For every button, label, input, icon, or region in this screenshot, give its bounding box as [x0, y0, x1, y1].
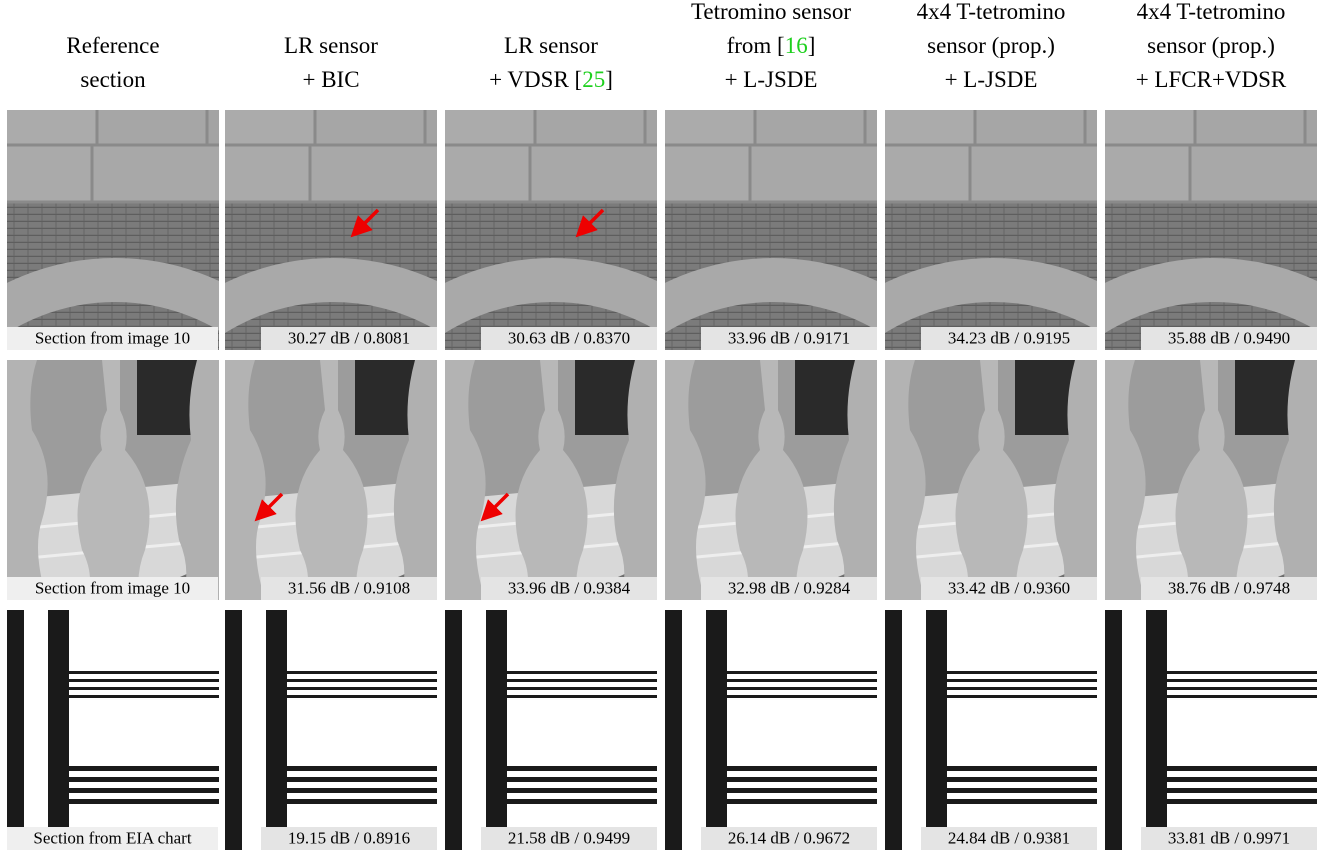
image-section	[7, 610, 219, 850]
column-header: 4x4 T-tetromino	[1137, 0, 1286, 24]
image-section	[885, 360, 1097, 600]
metric-label: 33.96 dB / 0.9384	[508, 578, 631, 597]
column-header: sensor (prop.)	[927, 33, 1055, 58]
image-section	[1105, 360, 1317, 600]
image-section	[225, 360, 437, 600]
citation-link: 16	[785, 33, 808, 58]
header-text: + L-JSDE	[725, 67, 818, 92]
column-header: + LFCR+VDSR	[1136, 67, 1287, 92]
figure: Reference section LR sensor + BIC LR sensor +…	[0, 0, 1325, 851]
metric-label: 26.14 dB / 0.9672	[728, 828, 850, 847]
column-header: 4x4 T-tetromino	[917, 0, 1066, 24]
column-header: LR sensor	[284, 33, 378, 58]
metric-label: 38.76 dB / 0.9748	[1168, 578, 1290, 597]
image-section	[665, 610, 877, 850]
header-text: + VDSR [	[489, 67, 582, 92]
metric-label: 35.88 dB / 0.9490	[1168, 328, 1290, 347]
column-header: + BIC	[302, 67, 359, 92]
column-header: + VDSR [25]	[489, 67, 613, 92]
column-header: Reference	[66, 33, 159, 58]
header-text: LR sensor	[504, 33, 598, 58]
header-text: Reference	[66, 33, 159, 58]
metric-label: 19.15 dB / 0.8916	[288, 828, 410, 847]
header-text: 4x4 T-tetromino	[917, 0, 1066, 24]
metric-label: 33.42 dB / 0.9360	[948, 578, 1070, 597]
header-text: + L-JSDE	[945, 67, 1038, 92]
header-text: sensor (prop.)	[927, 33, 1055, 58]
header-text: sensor (prop.)	[1147, 33, 1275, 58]
image-section	[225, 610, 437, 850]
metric-label: 30.63 dB / 0.8370	[508, 328, 630, 347]
image-section	[885, 610, 1097, 850]
column-header: section	[80, 67, 146, 92]
header-text: ]	[808, 33, 816, 58]
header-text: Tetromino sensor	[691, 0, 851, 24]
metric-label: 33.81 dB / 0.9971	[1168, 828, 1290, 847]
column-header: LR sensor	[504, 33, 598, 58]
metric-label: 21.58 dB / 0.9499	[508, 828, 630, 847]
header-text: section	[80, 67, 146, 92]
image-section	[665, 360, 877, 600]
image-section	[445, 610, 657, 850]
image-section	[1105, 610, 1317, 850]
section-label: Section from EIA chart	[33, 828, 191, 847]
column-header: + L-JSDE	[945, 67, 1038, 92]
metric-label: 24.84 dB / 0.9381	[948, 828, 1070, 847]
metric-label: 31.56 dB / 0.9108	[288, 578, 410, 597]
metric-label: 30.27 dB / 0.8081	[288, 328, 410, 347]
header-text: 4x4 T-tetromino	[1137, 0, 1286, 24]
section-label: Section from image 10	[35, 328, 190, 347]
column-header: sensor (prop.)	[1147, 33, 1275, 58]
image-section	[445, 360, 657, 600]
image-section	[7, 360, 219, 600]
column-header: from [16]	[727, 33, 816, 58]
header-text: LR sensor	[284, 33, 378, 58]
column-header: + L-JSDE	[725, 67, 818, 92]
header-text: + BIC	[302, 67, 359, 92]
metric-label: 32.98 dB / 0.9284	[728, 578, 851, 597]
citation-link: 25	[582, 67, 605, 92]
figure-grid: Reference section LR sensor + BIC LR sensor +…	[0, 0, 1325, 850]
metric-label: 33.96 dB / 0.9171	[728, 328, 850, 347]
section-label: Section from image 10	[35, 578, 190, 597]
header-text: + LFCR+VDSR	[1136, 67, 1287, 92]
header-text: ]	[605, 67, 613, 92]
metric-label: 34.23 dB / 0.9195	[948, 328, 1070, 347]
header-text: from [	[727, 33, 785, 58]
column-header: Tetromino sensor	[691, 0, 851, 24]
